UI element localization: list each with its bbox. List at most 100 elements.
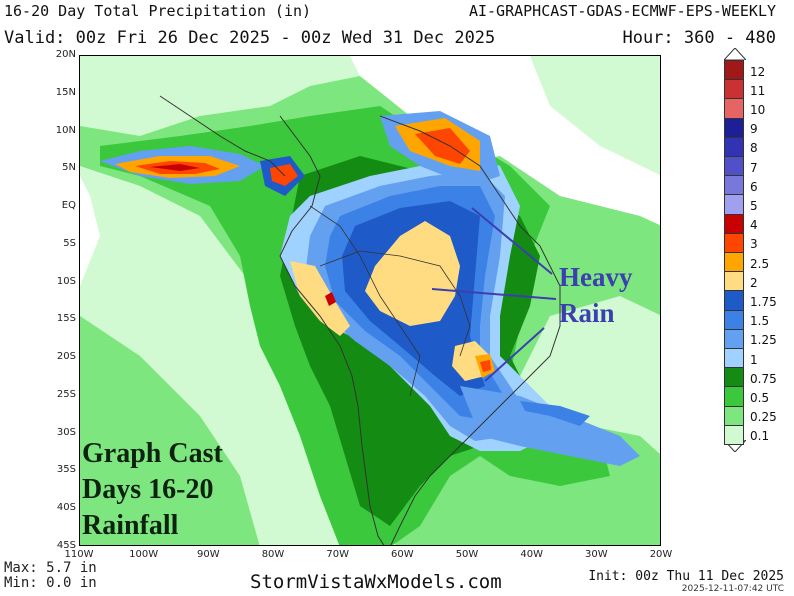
pointer-line-north (471, 207, 553, 275)
max-min-values: Max: 5.7 in Min: 0.0 in (4, 561, 97, 591)
legend-swatch (724, 271, 744, 292)
legend-swatch (724, 175, 744, 196)
lat-label: EQ (61, 200, 76, 212)
legend-label: 3 (750, 237, 758, 252)
legend-swatch (724, 386, 744, 407)
legend-label: 7 (750, 160, 758, 175)
lat-label: 10S (56, 275, 76, 287)
generated-timestamp: 2025-12-11-07:42 UTC (681, 584, 784, 594)
legend-label: 12 (750, 64, 766, 79)
legend-label: 0.25 (750, 410, 777, 425)
website-credit: StormVistaWxModels.com (250, 571, 502, 593)
lon-label: 90W (197, 549, 220, 560)
lat-label: 15S (56, 313, 76, 325)
lon-label: 60W (391, 549, 414, 560)
border-andes (309, 205, 421, 397)
legend-swatch (724, 252, 744, 273)
legend-label: 1.5 (750, 314, 770, 329)
graphcast-label-line3: Rainfall (82, 510, 179, 541)
valid-period: Valid: 00z Fri 26 Dec 2025 - 00z Wed 31 … (4, 28, 496, 48)
lon-label: 70W (326, 549, 349, 560)
legend-label: 1.25 (750, 333, 777, 348)
legend-swatch (724, 117, 744, 138)
central-america (159, 95, 286, 177)
min-value: Min: 0.0 in (4, 575, 97, 591)
field-mid-green-west (80, 316, 260, 545)
legend-label: 6 (750, 179, 758, 194)
lat-label: 45S (56, 540, 76, 551)
lat-label: 20N (55, 49, 76, 60)
legend-label: 4 (750, 218, 758, 233)
coastline-south-america (279, 115, 385, 545)
pointer-line-central (431, 288, 557, 300)
legend-label: 0.5 (750, 391, 770, 405)
legend-swatch (724, 60, 744, 81)
lat-label: 10N (55, 124, 76, 136)
field-tan-central (365, 221, 460, 326)
lon-label: 20W (649, 549, 673, 560)
field-se-core (520, 401, 590, 426)
lon-label: 80W (261, 549, 285, 560)
lon-label: 30W (585, 549, 608, 560)
graphcast-label-line2: Days 16-20 (82, 474, 214, 505)
lon-label: 50W (455, 549, 479, 560)
legend-top-arrow (724, 48, 746, 60)
legend-swatch (724, 98, 744, 119)
lon-label: 40W (520, 549, 543, 560)
legend-label: 5 (750, 199, 758, 213)
legend-label: 0.75 (750, 371, 777, 386)
legend-swatch (724, 213, 744, 234)
field-guiana-red (415, 128, 470, 164)
max-value: Max: 5.7 in (4, 560, 97, 576)
lon-label: 110W (64, 549, 94, 560)
pointer-line-south (484, 327, 545, 382)
legend-label: 8 (750, 141, 758, 156)
map-canvas (80, 56, 660, 545)
legend-label: 2 (750, 275, 758, 290)
legend-swatch (724, 136, 744, 157)
legend-label: 1.75 (750, 295, 777, 309)
legend-swatch (724, 328, 744, 349)
heavy-rain-label-line1: Heavy (559, 262, 633, 292)
legend-swatch (724, 156, 744, 177)
field-se-red (480, 360, 491, 372)
legend-swatch (724, 79, 744, 100)
legend-swatch (724, 290, 744, 311)
lat-label: 40S (56, 502, 76, 514)
field-itcz-peak (150, 164, 200, 171)
legend-swatch (724, 367, 744, 388)
legend-swatch (724, 405, 744, 426)
lat-label: 5N (62, 162, 76, 174)
field-andes-red (325, 292, 336, 306)
lat-label: 25S (56, 388, 76, 400)
legend-label: 0.1 (750, 429, 770, 444)
legend-swatch (724, 348, 744, 369)
legend-swatch (724, 194, 744, 215)
legend-swatch (724, 232, 744, 253)
forecast-hour: Hour: 360 - 480 (622, 28, 776, 48)
lat-label: 30S (56, 426, 76, 438)
legend-label: 10 (750, 103, 766, 117)
border-brazil (319, 250, 471, 357)
lat-label: 5S (63, 237, 76, 249)
legend-label: 9 (750, 122, 758, 137)
field-light-green-ne (530, 56, 660, 176)
coastline-east (379, 115, 561, 545)
legend-swatch (724, 309, 744, 330)
model-name: AI-GRAPHCAST-GDAS-ECMWF-EPS-WEEKLY (468, 2, 776, 20)
field-light-green-north (80, 56, 230, 126)
graphcast-label-line1: Graph Cast (82, 438, 223, 469)
legend-label: 1 (750, 352, 758, 367)
legend-swatch (724, 424, 744, 445)
heavy-rain-label-line2: Rain (559, 298, 615, 328)
map-title: 16-20 Day Total Precipitation (in) (4, 2, 312, 20)
lat-label: 15N (55, 86, 76, 98)
lat-label: 20S (56, 351, 76, 363)
field-tan-andes (290, 261, 350, 336)
precipitation-map (79, 55, 661, 546)
field-se-plume (460, 386, 640, 466)
legend-label: 2.5 (750, 256, 770, 271)
legend-label: 11 (750, 83, 766, 98)
init-time: Init: 00z Thu 11 Dec 2025 (588, 569, 784, 584)
lat-label: 35S (56, 464, 76, 476)
